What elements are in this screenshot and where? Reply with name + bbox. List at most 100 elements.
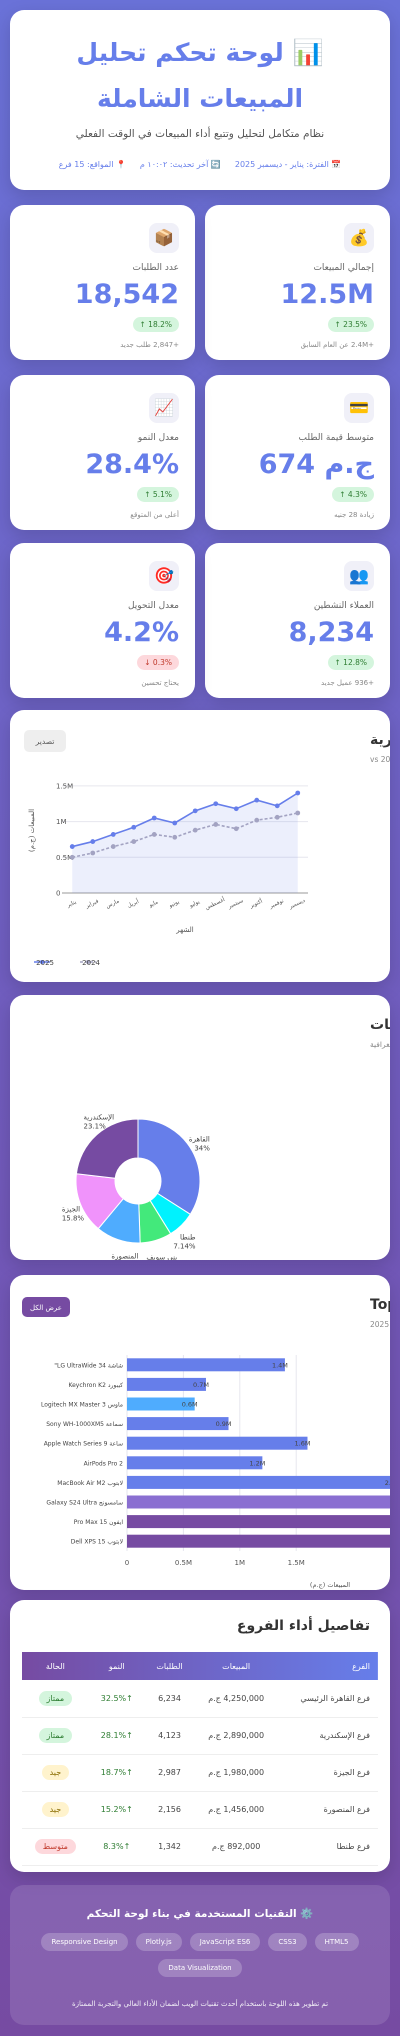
kpi-note: أعلى من المتوقع (130, 511, 179, 519)
point (110, 844, 116, 849)
kpi-label: معدل النمو (137, 433, 179, 443)
kpi-change: ↑ 4.3% (332, 487, 374, 502)
slice-label: المنصورة (111, 1253, 138, 1260)
point (172, 834, 178, 840)
point (90, 850, 96, 856)
x-tick-label: نوفمبر (268, 898, 285, 910)
table-cell: 2,156 (158, 1805, 181, 1814)
tech-tag: HTML5 (314, 1933, 359, 1951)
button-bg (24, 730, 66, 752)
point (274, 803, 280, 809)
y-tick-label: 1.5M (56, 782, 73, 790)
kpi-card: 👥 العملاء النشطين 8,234 ↑ 12.8% +936 عميل جد… (205, 543, 390, 698)
x-tick-label: مارس (105, 898, 120, 909)
kpi-note: +2.4M عن العام السابق (300, 341, 374, 349)
x-tick-label: ديسمبر (288, 898, 307, 911)
table-card: تفاصيل أداء الفروع الفرع المبيعات الطلبات ال… (10, 1600, 390, 1872)
slice-value: 34% (194, 1145, 210, 1153)
export-button[interactable]: تصدير (24, 730, 66, 752)
bar (127, 1417, 229, 1431)
column-header: النمو (108, 1661, 125, 1671)
point (151, 832, 157, 837)
table-cell: 2,987 (158, 1768, 181, 1777)
x-tick-label: فبراير (84, 898, 100, 910)
point (90, 839, 96, 844)
page-title: 📊 لوحة تحكم تحليل المبيعات الشاملة (76, 38, 324, 113)
chart-subtitle: مقارنة 2024 vs 2025 (370, 755, 390, 764)
x-tick-label: أكتوبر (247, 897, 264, 910)
kpi-card: 📦 عدد الطلبات 18,542 ↑ 18.2% +2,847 طلب جديد (10, 205, 195, 360)
point (254, 797, 260, 803)
column-header: الفرع (352, 1661, 370, 1671)
table-row: فرع طنطا 892,000 ج.م 1,342 ↑8.3% متوسط (22, 1828, 378, 1865)
kpi-icon: 💳 (344, 393, 374, 423)
kpi-icon: 📦 (149, 223, 179, 253)
kpi-label: متوسط قيمة الطلب (298, 433, 374, 443)
chart-card: أداء المنتجات - Top 10 أكثر المنتجات مبيع… (10, 1275, 390, 1590)
kpi-icon: 🎯 (149, 561, 179, 591)
table-cell: 4,123 (158, 1731, 181, 1740)
bar (127, 1436, 308, 1450)
kpi-change: ↑ 12.8% (327, 655, 374, 670)
kpi-note: زيادة 28 جنيه (334, 511, 374, 519)
table-cell: ↑18.7% (100, 1768, 133, 1777)
chart-title: اتجاه المبيعات الشهرية (370, 732, 390, 748)
y-tick-label: 0.5M (56, 854, 73, 862)
table-cell: فرع الجيزة (333, 1768, 370, 1777)
y-axis-title: المبيعات (ج.م) (28, 809, 36, 852)
table-cell: جيد (22, 1791, 89, 1828)
x-tick-label: أبريل (126, 897, 140, 909)
legend-label: 2024 (82, 959, 100, 967)
footer: ⚙️ التقنيات المستخدمة في بناء لوحة التحك… (10, 1885, 390, 2025)
product-label: ماوس Logitech MX Master 3 (41, 1402, 123, 1409)
kpi-card: 💰 إجمالي المبيعات 12.5M ↑ 23.5% +2.4M عن الع… (205, 205, 390, 360)
bar (127, 1475, 390, 1489)
chart-card: اتجاه المبيعات الشهرية مقارنة 2024 vs 202… (10, 710, 390, 982)
view-all-button[interactable]: عرض الكل (22, 1297, 70, 1317)
point (131, 824, 137, 830)
kpi-icon: 📈 (149, 393, 179, 423)
status-badge: ممتاز (38, 1728, 73, 1743)
product-label: سماعة Sony WH-1000XM5 (46, 1421, 123, 1428)
table-cell: فرع طنطا (336, 1842, 370, 1851)
chart-subtitle: حسب المناطق الجغرافية (370, 1040, 390, 1049)
point (131, 839, 137, 844)
meta-item: 🔄 آخر تحديث: ١٠:٠٢ م (139, 160, 221, 169)
table-cell: ممتاز (22, 1717, 89, 1754)
tech-tag: Data Visualization (158, 1959, 242, 1977)
product-label: سامسونج Galaxy S24 Ultra (46, 1500, 123, 1507)
kpi-value: 8,234 (288, 617, 374, 648)
branch-table: الفرع المبيعات الطلبات النمو الحالة فرع القاه… (22, 1652, 378, 1866)
chart: اتجاه المبيعات الشهرية مقارنة 2024 vs 202… (24, 730, 390, 967)
x-tick-label: 1M (235, 1559, 246, 1567)
chart: أداء المنتجات - Top 10 أكثر المنتجات مبيع… (22, 1295, 390, 1589)
kpi-change: ↑ 23.5% (327, 317, 374, 332)
status-badge: متوسط (34, 1839, 76, 1854)
table-cell: ↑32.5% (100, 1693, 133, 1703)
kpi-value: 674 ج.م (258, 449, 374, 480)
bar-value: 2.4M (385, 1479, 390, 1487)
tech-tag: JavaScript ES6 (189, 1933, 261, 1951)
chart: توزيع المبيعات حسب المناطق الجغرافية القاه… (62, 1017, 390, 1260)
table-row: فرع المنصورة 1,456,000 ج.م 2,156 ↑15.2% جيد (22, 1791, 378, 1828)
table-cell: 1,342 (158, 1842, 181, 1851)
bar-value: 1.4M (272, 1361, 288, 1369)
table-cell: 4,250,000 ج.م (208, 1693, 265, 1703)
product-label: كيبورد Keychron K2 (68, 1382, 123, 1389)
slice-value: 15.8% (62, 1214, 85, 1222)
kpi-value: 4.2% (104, 617, 179, 648)
point (110, 832, 116, 837)
table-row: فرع الجيزة 1,980,000 ج.م 2,987 ↑18.7% جيد (22, 1754, 378, 1791)
bar-value: 0.9M (216, 1420, 232, 1428)
x-tick-label: أغسطس (204, 895, 227, 911)
chart-title: توزيع المبيعات (370, 1017, 390, 1033)
chart-title: أداء المنتجات - Top 10 (370, 1295, 390, 1313)
x-tick-label: يوليو (188, 899, 201, 910)
bar (127, 1377, 206, 1391)
tech-tag: CSS3 (268, 1933, 307, 1951)
point (213, 801, 219, 807)
slice-label: القاهرة (189, 1136, 210, 1144)
product-label: AirPods Pro 2 (84, 1460, 124, 1467)
column-header: الحالة (45, 1661, 65, 1671)
